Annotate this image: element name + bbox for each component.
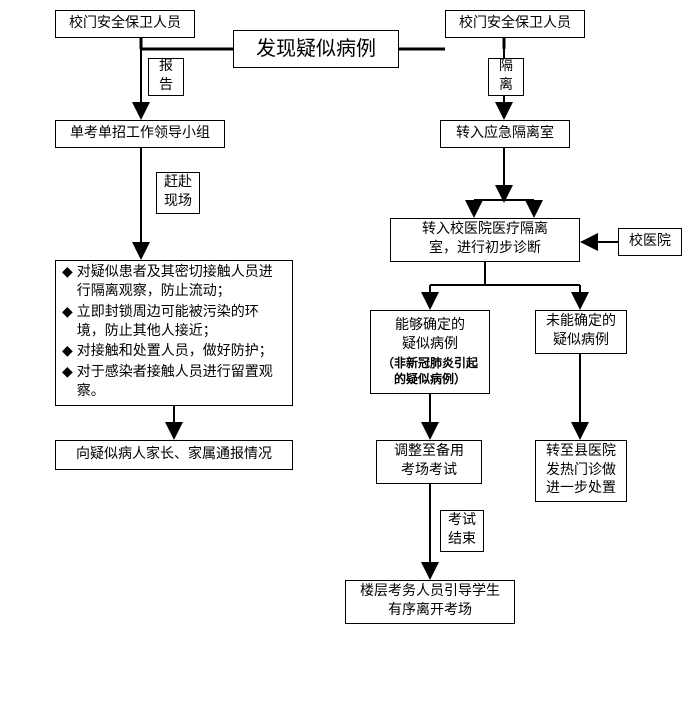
l3: （非新冠肺炎引起 bbox=[382, 355, 478, 371]
node-school-hospital: 校医院 bbox=[618, 228, 682, 256]
measures-bullets: ◆对疑似患者及其密切接触人员进行隔离观察，防止流动；◆立即封锁周边可能被污染的环… bbox=[62, 262, 286, 404]
edge-label-exam-end: 考试 结束 bbox=[440, 510, 484, 552]
edge-label-rush: 赶赴 现场 bbox=[156, 172, 200, 214]
measure-item: ◆对疑似患者及其密切接触人员进行隔离观察，防止流动； bbox=[62, 264, 286, 302]
label: 校门安全保卫人员 bbox=[69, 15, 181, 34]
measure-item: ◆对于感染者接触人员进行留置观察。 bbox=[62, 364, 286, 402]
label: 转至县医院 发热门诊做 进一步处置 bbox=[546, 443, 616, 500]
node-lead-group: 单考单招工作领导小组 bbox=[55, 120, 225, 148]
node-county-hospital: 转至县医院 发热门诊做 进一步处置 bbox=[535, 440, 627, 502]
label: 未能确定的 疑似病例 bbox=[546, 313, 616, 351]
label: 报 告 bbox=[159, 58, 173, 96]
node-backup-room: 调整至备用 考场考试 bbox=[376, 440, 482, 484]
label: 隔 离 bbox=[499, 58, 513, 96]
measure-text: 立即封锁周边可能被污染的环境，防止其他人接近； bbox=[77, 304, 286, 342]
label: 调整至备用 考场考试 bbox=[394, 443, 464, 481]
node-hospital-room: 转入校医院医疗隔离 室，进行初步诊断 bbox=[390, 218, 580, 262]
measure-text: 对于感染者接触人员进行留置观察。 bbox=[77, 364, 286, 402]
node-security-left: 校门安全保卫人员 bbox=[55, 10, 195, 38]
label: 校门安全保卫人员 bbox=[459, 15, 571, 34]
label: 发现疑似病例 bbox=[256, 36, 376, 63]
node-emergency-room: 转入应急隔离室 bbox=[440, 120, 570, 148]
label: 楼层考务人员引导学生 有序离开考场 bbox=[360, 583, 500, 621]
bullet-icon: ◆ bbox=[62, 304, 73, 342]
measure-text: 对疑似患者及其密切接触人员进行隔离观察，防止流动； bbox=[77, 264, 286, 302]
node-notify-family: 向疑似病人家长、家属通报情况 bbox=[55, 440, 293, 470]
label: 转入校医院医疗隔离 室，进行初步诊断 bbox=[422, 221, 548, 259]
bullet-icon: ◆ bbox=[62, 343, 73, 362]
label: 转入应急隔离室 bbox=[456, 125, 554, 144]
measure-text: 对接触和处置人员，做好防护； bbox=[77, 343, 286, 362]
node-confirmed-case: 能够确定的 疑似病例 （非新冠肺炎引起 的疑似病例） bbox=[370, 310, 490, 394]
label: 赶赴 现场 bbox=[164, 174, 192, 212]
bullet-icon: ◆ bbox=[62, 264, 73, 302]
edge-label-isolate: 隔 离 bbox=[488, 58, 524, 96]
measure-item: ◆立即封锁周边可能被污染的环境，防止其他人接近； bbox=[62, 304, 286, 342]
bullet-icon: ◆ bbox=[62, 364, 73, 402]
measure-item: ◆对接触和处置人员，做好防护； bbox=[62, 343, 286, 362]
node-security-right: 校门安全保卫人员 bbox=[445, 10, 585, 38]
l2: 疑似病例 bbox=[382, 336, 478, 355]
node-leave-room: 楼层考务人员引导学生 有序离开考场 bbox=[345, 580, 515, 624]
label: 单考单招工作领导小组 bbox=[70, 125, 210, 144]
node-title: 发现疑似病例 bbox=[233, 30, 399, 68]
node-unconfirmed-case: 未能确定的 疑似病例 bbox=[535, 310, 627, 354]
label: 校医院 bbox=[629, 233, 671, 252]
l4: 的疑似病例） bbox=[382, 371, 478, 387]
node-measures: ◆对疑似患者及其密切接触人员进行隔离观察，防止流动；◆立即封锁周边可能被污染的环… bbox=[55, 260, 293, 406]
edge-label-report: 报 告 bbox=[148, 58, 184, 96]
label: 向疑似病人家长、家属通报情况 bbox=[76, 446, 272, 465]
label: 考试 结束 bbox=[448, 512, 476, 550]
l1: 能够确定的 bbox=[382, 317, 478, 336]
confirmed-content: 能够确定的 疑似病例 （非新冠肺炎引起 的疑似病例） bbox=[382, 317, 478, 387]
